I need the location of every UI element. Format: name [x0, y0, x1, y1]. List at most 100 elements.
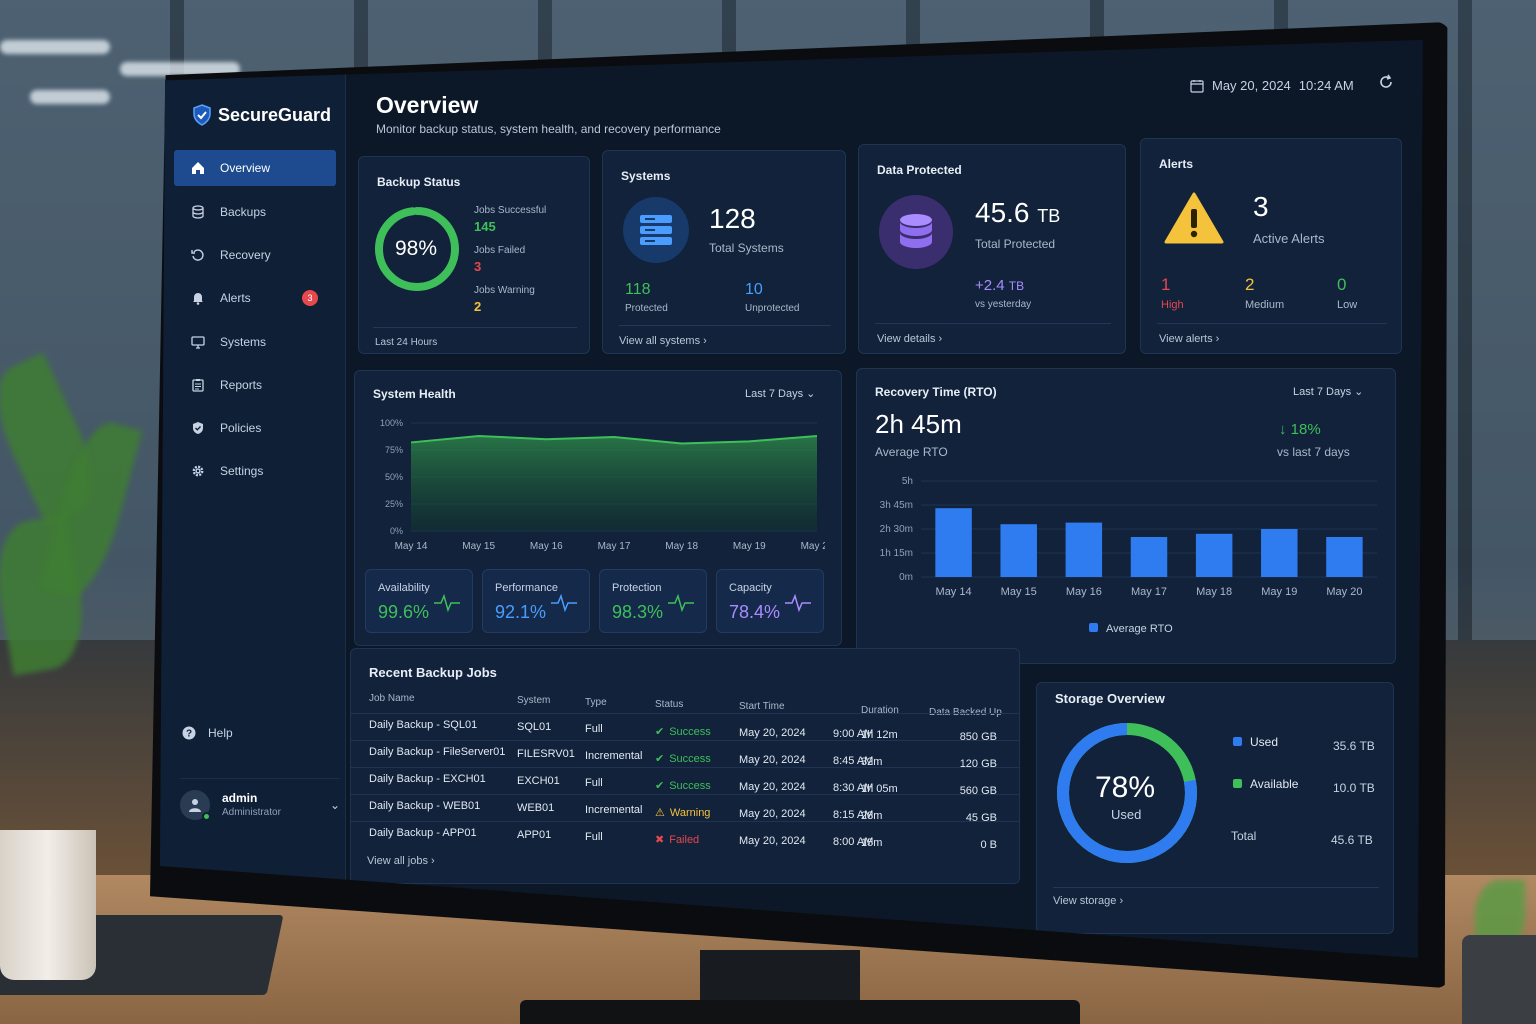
metric-performance: Performance 92.1% — [482, 569, 590, 633]
user-menu[interactable]: admin Administrator ⌄ — [180, 778, 340, 822]
sidebar-item-label: Reports — [220, 378, 263, 392]
brand-name: SecureGuard — [218, 104, 332, 125]
sidebar-item-label: Settings — [220, 464, 264, 478]
job-start-time: 8:15 AM — [833, 809, 874, 821]
job-duration: 32m — [861, 756, 883, 768]
user-role: Administrator — [222, 807, 281, 818]
metric-label: Performance — [495, 582, 558, 594]
row-divider — [351, 713, 1019, 714]
rto-bar — [1326, 537, 1363, 577]
storage-total-label: Total — [1231, 829, 1257, 843]
col-status: Status — [655, 699, 684, 710]
metric-label: Capacity — [729, 582, 772, 594]
divider — [1157, 323, 1387, 324]
sidebar-item-recovery[interactable]: Recovery — [174, 237, 336, 273]
view-details-link[interactable]: View details › — [877, 333, 943, 345]
alerts-card: Alerts 3 Active Alerts 1 High 2 Medium 0… — [1140, 138, 1402, 354]
sidebar-item-label: Systems — [220, 335, 267, 349]
table-row[interactable]: Daily Backup - EXCH01 EXCH01 Full May 20, 2… — [351, 649, 1019, 883]
recovery-icon — [190, 247, 206, 263]
sidebar-item-settings[interactable]: Settings — [174, 453, 336, 489]
rto-bar — [1065, 522, 1103, 577]
x-tick-label: May 19 — [733, 541, 766, 552]
table-row[interactable]: Daily Backup - WEB01 WEB01 Incremental May … — [351, 649, 1019, 883]
job-name: Daily Backup - FileServer01 — [369, 746, 506, 758]
table-row[interactable]: Daily Backup - FileServer01 FILESRV01 Incr… — [351, 649, 1019, 883]
dropdown-value: Last 7 Days — [1293, 386, 1352, 398]
table-row[interactable]: Daily Backup - SQL01 SQL01 Full May 20, 202… — [351, 649, 1019, 883]
systems-card: Systems 128 Total Systems 118 Protected … — [602, 150, 846, 354]
sidebar-item-systems[interactable]: Systems — [174, 324, 336, 360]
shield-logo-icon — [193, 104, 211, 126]
view-all-jobs-link[interactable]: View all jobs › — [367, 855, 435, 867]
date-time: May 20, 2024 10:24 AM — [1190, 78, 1354, 93]
server-icon — [623, 197, 689, 263]
metric-value: 92.1% — [495, 602, 547, 622]
gear-icon — [190, 463, 206, 479]
sidebar-item-policies[interactable]: Policies — [174, 410, 336, 446]
coffee-mug — [0, 830, 96, 980]
sidebar-item-alerts[interactable]: Alerts 3 — [174, 280, 336, 316]
x-tick-label: May 19 — [1261, 586, 1297, 598]
storage-used-percent: 78% — [1095, 771, 1156, 804]
view-all-systems-link[interactable]: View all systems › — [619, 335, 707, 347]
col-system: System — [517, 695, 551, 706]
card-title: Recovery Time (RTO) — [875, 385, 997, 399]
view-alerts-link[interactable]: View alerts › — [1159, 333, 1220, 345]
legend-label: Used — [1250, 735, 1279, 749]
date-range-dropdown[interactable]: Last 7 Days ⌄ — [1293, 385, 1363, 398]
refresh-button[interactable] — [1378, 74, 1394, 95]
rto-bar — [1261, 529, 1298, 577]
job-data-size: 120 GB — [959, 758, 997, 770]
view-storage-link[interactable]: View storage › — [1053, 895, 1124, 907]
job-name: Daily Backup - WEB01 — [369, 800, 481, 812]
sidebar-item-label: Backups — [220, 205, 267, 219]
sidebar-item-label: Alerts — [220, 291, 251, 305]
shield-icon — [190, 420, 206, 436]
protected-systems-label: Protected — [625, 303, 668, 314]
card-title: Alerts — [1159, 157, 1194, 171]
data-protected-value: 45.6 TB — [975, 197, 1060, 229]
average-rto-label: Average RTO — [875, 445, 948, 459]
average-rto-value: 2h 45m — [875, 409, 962, 439]
link-label: View storage — [1053, 895, 1117, 907]
help-label: Help — [208, 726, 233, 740]
job-type: Full — [585, 723, 603, 735]
job-name: Daily Backup - APP01 — [369, 827, 477, 839]
protected-systems-value: 118 — [625, 281, 651, 298]
job-status: ✔ Success — [655, 725, 711, 739]
data-protected-card: Data Protected 45.6 TB Total Protected +… — [858, 144, 1126, 354]
job-type: Incremental — [585, 750, 643, 762]
active-alerts-label: Active Alerts — [1253, 231, 1325, 246]
job-start-time: 8:45 AM — [833, 755, 874, 767]
date-range-dropdown[interactable]: Last 7 Days ⌄ — [745, 387, 815, 400]
table-row[interactable]: Daily Backup - APP01 APP01 Full May 20, 202… — [351, 649, 1019, 883]
col-duration: Duration — [861, 705, 899, 716]
sidebar-item-backups[interactable]: Backups — [174, 194, 336, 230]
medium-alerts-label: Medium — [1245, 299, 1285, 311]
y-tick-label: 50% — [385, 472, 403, 482]
help-link[interactable]: ? Help — [182, 726, 233, 740]
sidebar-item-overview[interactable]: Overview — [174, 150, 336, 186]
metric-capacity: Capacity 78.4% — [716, 569, 824, 633]
y-tick-label: 2h 30m — [880, 524, 913, 535]
jobs-successful-label: Jobs Successful — [474, 205, 547, 216]
recovery-time-chart: 0m 1h 15m 2h 30m 3h 45m 5h May 14 May 15 May 16… — [880, 476, 1377, 598]
ceiling-light — [120, 62, 240, 76]
job-system: SQL01 — [517, 721, 552, 733]
data-protected-unit: TB — [1037, 206, 1061, 226]
backup-status-donut — [375, 207, 459, 291]
sidebar-item-reports[interactable]: Reports — [174, 367, 336, 403]
storage-used-percent-label: Used — [1111, 807, 1142, 822]
status-label: Success — [669, 752, 711, 765]
job-name: Daily Backup - EXCH01 — [369, 773, 486, 785]
job-duration: 1h 12m — [861, 729, 898, 741]
legend-available: Available — [1233, 777, 1298, 791]
status-label: Success — [669, 779, 711, 792]
job-data-size: 0 B — [980, 839, 997, 851]
link-label: View details — [877, 333, 936, 345]
data-protected-label: Total Protected — [975, 237, 1056, 251]
job-type: Incremental — [585, 804, 643, 816]
job-system: WEB01 — [517, 802, 555, 814]
warning-triangle-icon — [1164, 192, 1224, 244]
